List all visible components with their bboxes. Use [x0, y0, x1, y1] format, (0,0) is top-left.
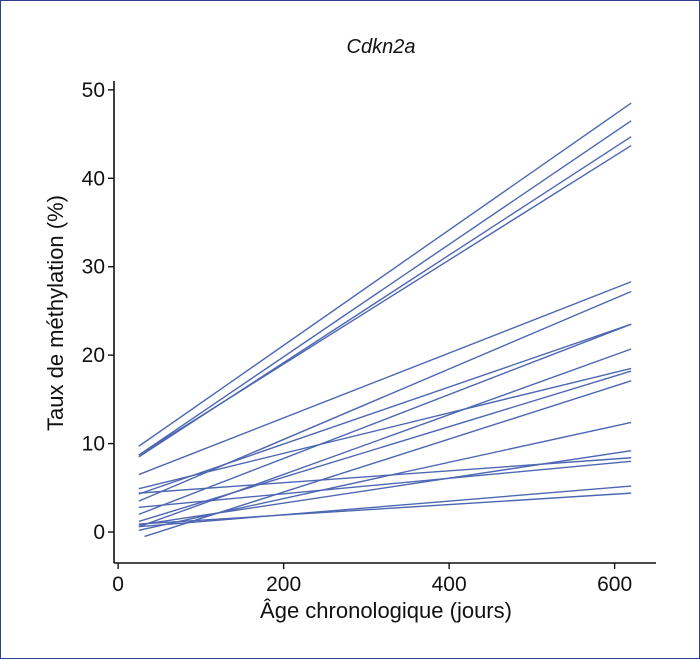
- series-line-16: [138, 460, 632, 508]
- y-axis-ticks: 0 10 20 30 40 50: [82, 79, 114, 544]
- series-line-18: [138, 492, 632, 525]
- y-tick-label: 0: [93, 521, 105, 544]
- y-tick-label: 20: [82, 344, 105, 367]
- x-tick-label: 600: [597, 573, 632, 596]
- series-line-5: [138, 281, 632, 476]
- series-line-4: [138, 144, 632, 456]
- series-line-15: [138, 457, 632, 494]
- series-line-6: [138, 290, 632, 502]
- x-tick-label: 0: [112, 573, 124, 596]
- series-line-7: [138, 323, 632, 495]
- x-axis-title: Âge chronologique (jours): [260, 598, 512, 623]
- series-line-2: [138, 120, 632, 456]
- y-tick-label: 30: [82, 256, 105, 279]
- series-line-1: [138, 102, 632, 447]
- series-line-17: [138, 485, 632, 528]
- y-tick-label: 40: [82, 167, 105, 190]
- series-lines: [138, 102, 632, 538]
- chart-title: Cdkn2a: [347, 36, 416, 58]
- y-tick-label: 10: [82, 433, 105, 456]
- series-line-9: [138, 348, 632, 528]
- x-tick-label: 200: [266, 573, 301, 596]
- y-axis-title: Taux de méthylation (%): [43, 195, 68, 431]
- x-axis-ticks: 0 200 400 600: [112, 563, 632, 596]
- series-line-11: [138, 370, 632, 523]
- y-tick-label: 50: [82, 79, 105, 102]
- x-tick-label: 400: [432, 573, 467, 596]
- series-line-10: [138, 367, 632, 490]
- series-line-8: [138, 323, 632, 516]
